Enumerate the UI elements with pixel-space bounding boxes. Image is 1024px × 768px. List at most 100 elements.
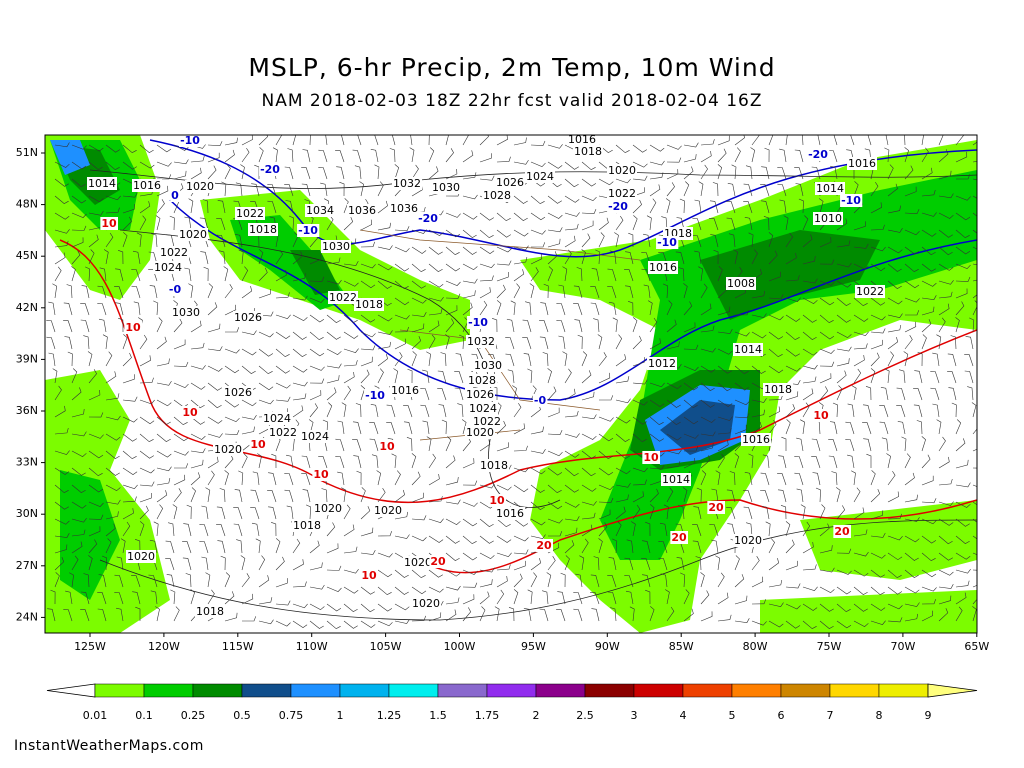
wind-barb xyxy=(734,555,740,571)
wind-barb xyxy=(343,216,354,231)
wind-barb xyxy=(853,297,868,307)
wind-barb xyxy=(938,135,944,146)
wind-barb xyxy=(394,263,410,272)
wind-barb xyxy=(199,217,209,231)
wind-barb xyxy=(696,487,702,503)
wind-barb xyxy=(564,368,572,384)
isobar-label-bg xyxy=(495,176,525,189)
wind-barb xyxy=(904,335,913,350)
wind-barb xyxy=(406,437,413,452)
wind-barb xyxy=(54,212,70,220)
wind-barb xyxy=(343,371,355,384)
wind-barb xyxy=(542,352,549,367)
wind-barb xyxy=(241,135,253,146)
wind-barb xyxy=(445,246,460,256)
wind-barb xyxy=(904,552,919,561)
isobar-label: 1014 xyxy=(734,343,762,356)
isobar-label-bg xyxy=(647,357,677,370)
wind-barb xyxy=(343,504,351,520)
colorbar-label: 0.25 xyxy=(181,709,206,722)
wind-barb xyxy=(649,416,664,426)
wind-barb xyxy=(819,567,835,573)
wind-barb xyxy=(595,249,601,265)
wind-barb xyxy=(641,252,651,265)
wind-barb xyxy=(615,376,630,384)
wind-barb xyxy=(422,369,430,384)
wind-barb xyxy=(71,467,86,476)
wind-barb xyxy=(426,351,431,367)
wind-barb xyxy=(122,334,128,350)
wind-barb xyxy=(726,201,736,214)
wind-barb xyxy=(734,382,750,391)
wind-barb xyxy=(887,205,901,214)
wind-barb xyxy=(508,607,515,622)
wind-barb xyxy=(80,591,90,605)
isobar-label-bg xyxy=(403,556,433,569)
wind-barb xyxy=(71,178,86,188)
wind-barb xyxy=(462,150,474,163)
wind-barb xyxy=(666,341,680,350)
wind-barb xyxy=(258,249,264,265)
wind-barb xyxy=(505,337,515,350)
wind-barb xyxy=(904,517,920,522)
wind-barb xyxy=(921,147,929,163)
wind-barb xyxy=(598,509,611,520)
wind-barb xyxy=(183,523,192,537)
wind-barb xyxy=(360,620,376,628)
wind-barb xyxy=(678,267,685,282)
wind-barb xyxy=(836,262,852,268)
wind-barb xyxy=(811,438,821,452)
wind-barb xyxy=(615,178,631,184)
wind-barb xyxy=(190,167,202,180)
wind-barb xyxy=(207,365,223,372)
wind-barb xyxy=(547,501,563,510)
wind-barb xyxy=(615,494,629,503)
wind-barb xyxy=(326,543,339,554)
isobar-label: 1026 xyxy=(234,311,262,324)
warm-isotherm-label-bg xyxy=(100,217,118,230)
wind-barb xyxy=(530,558,542,571)
warm-isotherm-label-bg xyxy=(429,555,447,568)
wind-barb xyxy=(428,473,440,486)
wind-barb xyxy=(445,569,461,577)
lon-label: 80W xyxy=(743,640,768,653)
wind-barb xyxy=(564,433,580,438)
wind-barb xyxy=(819,314,834,324)
wind-barb xyxy=(972,141,977,146)
wind-barb xyxy=(607,286,617,299)
wind-barb xyxy=(200,251,209,265)
cold-isotherm-label-bg xyxy=(607,200,630,213)
wind-barb xyxy=(445,597,460,605)
wind-barb xyxy=(717,365,732,374)
wind-barb xyxy=(186,504,192,520)
wind-barb xyxy=(98,318,107,333)
wind-barb xyxy=(885,135,889,146)
wind-barb xyxy=(947,353,957,367)
wind-barb xyxy=(136,232,142,248)
wind-barb xyxy=(768,579,783,588)
wind-barb xyxy=(377,530,392,537)
wind-barb xyxy=(607,268,617,282)
colorbar-segment xyxy=(192,683,243,698)
wind-barb xyxy=(887,313,903,319)
isobar-label-bg xyxy=(468,402,498,415)
wind-barb xyxy=(547,238,561,248)
wind-barb xyxy=(377,552,393,558)
wind-barb xyxy=(530,484,545,493)
warm-isotherm-label: 10 xyxy=(182,406,198,419)
wind-barb xyxy=(224,348,240,354)
wind-barb xyxy=(411,569,426,579)
wind-barb xyxy=(326,314,341,323)
wind-barb xyxy=(748,232,754,248)
wind-barb xyxy=(120,538,126,554)
wind-barb xyxy=(562,351,568,367)
wind-barb xyxy=(881,437,889,452)
wind-barb xyxy=(445,229,461,238)
wind-barb xyxy=(394,603,410,611)
wind-barb xyxy=(682,487,688,503)
wind-barb xyxy=(624,269,634,282)
wind-barb xyxy=(717,382,732,392)
wind-barb xyxy=(105,523,116,537)
wind-barb xyxy=(445,477,459,486)
wind-barb xyxy=(530,267,539,282)
